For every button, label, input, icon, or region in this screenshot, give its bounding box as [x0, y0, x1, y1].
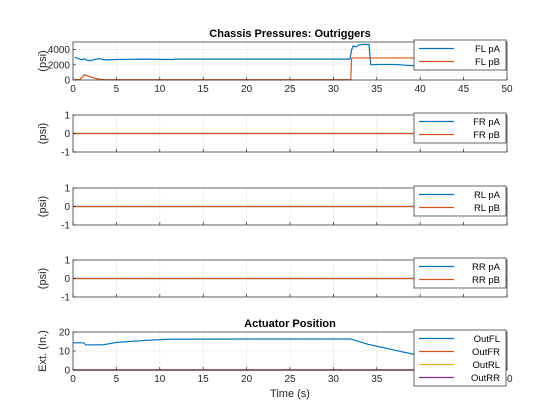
- legend-entry-label: RL pA: [474, 190, 501, 201]
- legend-entry-label: FL pB: [475, 57, 500, 68]
- legend-entry-label: FR pA: [473, 117, 501, 128]
- x-tick-label: 5: [114, 84, 120, 95]
- legend: RR pA RR pB: [413, 257, 507, 289]
- x-tick-label: 35: [371, 374, 383, 385]
- x-tick-label: 50: [501, 84, 513, 95]
- x-tick-label: 0: [70, 374, 76, 385]
- y-tick-label: 0: [64, 274, 70, 285]
- y-tick-label: 2000: [48, 60, 71, 71]
- y-tick-label: -1: [61, 148, 70, 159]
- x-tick-label: 20: [241, 374, 253, 385]
- y-tick-label: -1: [61, 293, 70, 304]
- series-line-outfl: [73, 338, 469, 365]
- x-tick-label: 30: [328, 374, 340, 385]
- subplot-title: Actuator Position: [244, 318, 336, 330]
- y-axis-label: (psi): [37, 196, 49, 217]
- y-tick-label: 20: [59, 328, 71, 339]
- legend: OutFL OutFR OutRL OutRR: [413, 329, 507, 387]
- x-axis-label: Time (s): [270, 388, 310, 400]
- legend: FR pA FR pB: [413, 112, 507, 144]
- subplot-5: 0510152025303540455001020Ext. (In.)Actua…: [37, 318, 513, 400]
- x-tick-label: 45: [458, 84, 470, 95]
- x-tick-label: 15: [198, 374, 210, 385]
- y-axis-label: (psi): [37, 268, 49, 289]
- legend-box: [413, 39, 507, 71]
- x-tick-label: 0: [70, 84, 76, 95]
- x-tick-label: 20: [241, 84, 253, 95]
- x-tick-label: 40: [415, 84, 427, 95]
- x-tick-label: 25: [284, 84, 296, 95]
- y-axis-label: (psi): [37, 123, 49, 144]
- x-tick-label: 10: [154, 84, 166, 95]
- x-tick-label: 15: [198, 84, 210, 95]
- subplot-title: Chassis Pressures: Outriggers: [209, 28, 370, 40]
- legend-entry-label: OutRR: [471, 373, 500, 384]
- subplot-2: -1 0 1 (psi) FR pA FR pB: [37, 111, 508, 159]
- x-tick-label: 30: [328, 84, 340, 95]
- y-tick-label: 0: [64, 129, 70, 140]
- y-axis-label: Ext. (In.): [37, 330, 49, 372]
- y-tick-label: 10: [59, 347, 71, 358]
- legend: FL pA FL pB: [413, 39, 507, 71]
- legend-entry-label: OutRL: [473, 360, 500, 371]
- subplot-3: -1 0 1 (psi) RL pA RL pB: [37, 184, 508, 232]
- y-tick-label: 1: [64, 256, 70, 267]
- y-tick-label: 0: [64, 202, 70, 213]
- legend-entry-label: RL pB: [474, 203, 500, 214]
- y-tick-label: 4000: [48, 45, 71, 56]
- y-tick-label: -1: [61, 221, 70, 232]
- y-axis-label: (psi): [37, 50, 49, 71]
- legend-box: [413, 257, 507, 289]
- legend-box: [413, 112, 507, 144]
- subplot-1: 0 5 10 15 20 25 30 35 40 45 50 0 2000 4000(psi) Chassi…: [37, 28, 513, 95]
- legend-entry-label: FR pB: [473, 130, 500, 141]
- legend-box: [413, 185, 507, 217]
- series-line-fl-pa: [74, 43, 468, 71]
- legend-box: [413, 329, 507, 387]
- y-tick-label: 1: [64, 184, 70, 195]
- y-tick-label: 0: [64, 366, 70, 377]
- legend-entry-label: OutFL: [474, 334, 500, 345]
- x-tick-label: 25: [284, 374, 296, 385]
- y-tick-label: 1: [64, 111, 70, 122]
- x-tick-label: 10: [154, 374, 166, 385]
- x-tick-label: 5: [114, 374, 120, 385]
- legend-entry-label: OutFR: [472, 347, 500, 358]
- legend: RL pA RL pB: [413, 185, 507, 217]
- legend-entry-label: RR pB: [472, 275, 500, 286]
- y-tick-label: 0: [64, 76, 70, 87]
- x-tick-label: 35: [371, 84, 383, 95]
- legend-entry-label: RR pA: [472, 262, 501, 273]
- legend-entry-label: FL pA: [475, 44, 501, 55]
- subplot-4: -1 0 1 (psi) RR pA RR pB: [37, 256, 508, 304]
- x-tick-label: 50: [501, 374, 513, 385]
